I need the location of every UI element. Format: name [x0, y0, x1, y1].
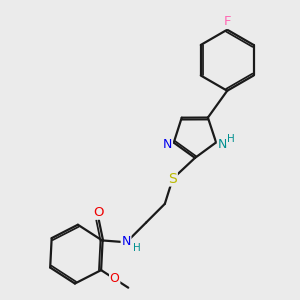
Text: O: O [110, 272, 120, 285]
Text: N: N [121, 236, 131, 248]
Text: O: O [94, 206, 104, 219]
Text: N: N [163, 138, 172, 151]
Text: S: S [168, 172, 177, 186]
Text: F: F [224, 15, 231, 28]
Text: H: H [227, 134, 235, 144]
Text: N: N [218, 138, 227, 151]
Text: H: H [133, 243, 140, 253]
